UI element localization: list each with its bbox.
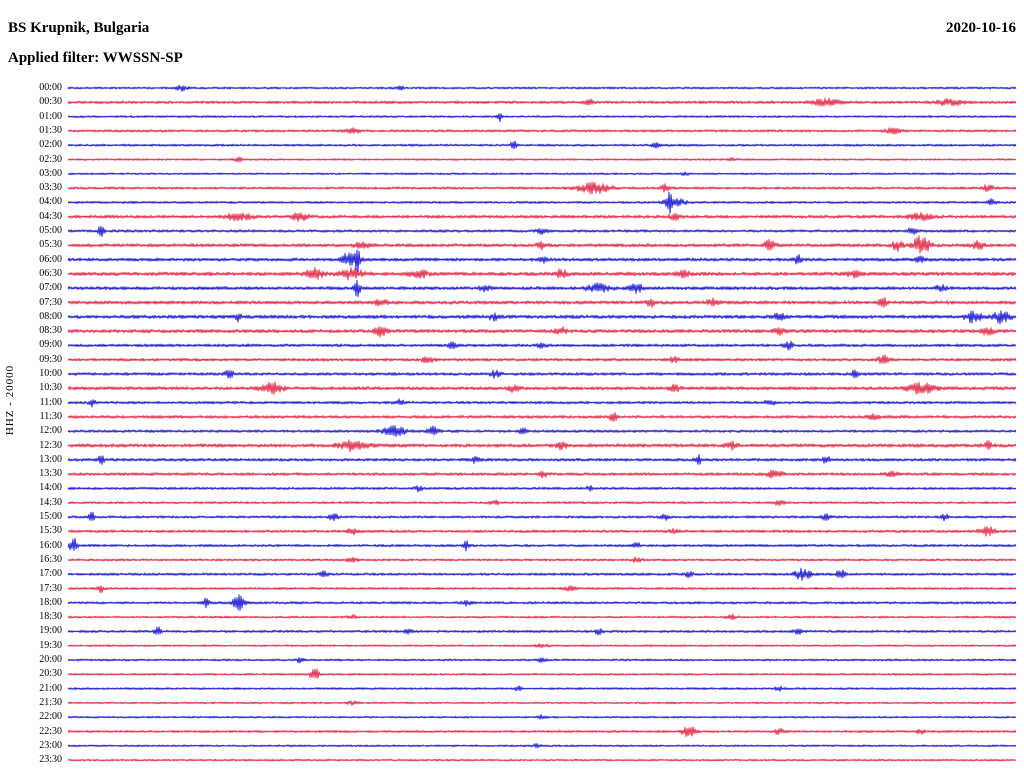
trace-time-label: 06:30 — [39, 267, 62, 279]
trace-time-label: 21:00 — [39, 682, 62, 694]
trace-time-label: 18:00 — [39, 596, 62, 608]
trace-time-label: 00:00 — [39, 82, 62, 93]
station-title: BS Krupnik, Bulgaria — [8, 20, 150, 36]
trace-time-label: 05:30 — [39, 239, 62, 251]
trace-time-label: 22:00 — [39, 711, 62, 723]
trace-time-label: 15:00 — [39, 511, 62, 522]
trace-time-label: 20:00 — [39, 654, 62, 665]
trace-time-label: 10:30 — [39, 382, 62, 394]
trace-time-label: 17:00 — [39, 568, 62, 580]
trace-time-label: 18:30 — [39, 611, 62, 623]
trace-time-label: 07:00 — [39, 282, 62, 294]
trace-time-label: 02:30 — [39, 153, 62, 165]
trace-time-label: 14:30 — [39, 496, 62, 508]
trace-time-label: 11:30 — [39, 410, 62, 422]
date-label: 2020-10-16 — [946, 20, 1016, 36]
trace-time-label: 01:00 — [39, 110, 62, 122]
trace-time-label: 08:00 — [39, 310, 62, 322]
trace-time-label: 10:00 — [39, 368, 62, 379]
trace-time-label: 11:00 — [39, 396, 62, 408]
trace-time-label: 19:00 — [39, 625, 62, 637]
trace-time-label: 09:30 — [39, 353, 62, 365]
trace-time-label: 01:30 — [39, 124, 62, 136]
trace-time-label: 05:00 — [39, 225, 62, 236]
trace-time-label: 00:30 — [39, 96, 62, 108]
trace-time-label: 16:00 — [39, 539, 62, 551]
trace-time-label: 09:00 — [39, 339, 62, 351]
trace-time-label: 02:00 — [39, 139, 62, 151]
vertical-axis-label: HHZ - 20000 — [4, 364, 16, 436]
trace-time-label: 03:30 — [39, 182, 62, 194]
trace-time-label: 15:30 — [39, 525, 62, 537]
trace-time-label: 22:30 — [39, 725, 62, 737]
trace-time-label: 14:00 — [39, 482, 62, 494]
trace-time-label: 12:00 — [39, 425, 62, 437]
trace-time-label: 23:00 — [39, 739, 62, 751]
trace-time-label: 04:30 — [39, 210, 62, 222]
trace-time-label: 16:30 — [39, 553, 62, 565]
trace-time-label: 20:30 — [39, 668, 62, 680]
trace-time-label: 03:00 — [39, 167, 62, 179]
trace-time-label: 04:00 — [39, 196, 62, 208]
trace-time-label: 12:30 — [39, 439, 62, 451]
trace-time-label: 06:00 — [39, 253, 62, 265]
trace-time-label: 17:30 — [39, 582, 62, 594]
trace-time-label: 07:30 — [39, 296, 62, 308]
trace-time-label: 13:30 — [39, 468, 62, 480]
trace-time-label: 08:30 — [39, 325, 62, 337]
trace-time-label: 21:30 — [39, 696, 62, 708]
filter-label: Applied filter: WWSSN-SP — [8, 50, 183, 66]
trace-time-label: 19:30 — [39, 639, 62, 651]
trace-time-label: 13:00 — [39, 453, 62, 465]
trace-time-label: 23:30 — [39, 754, 62, 766]
